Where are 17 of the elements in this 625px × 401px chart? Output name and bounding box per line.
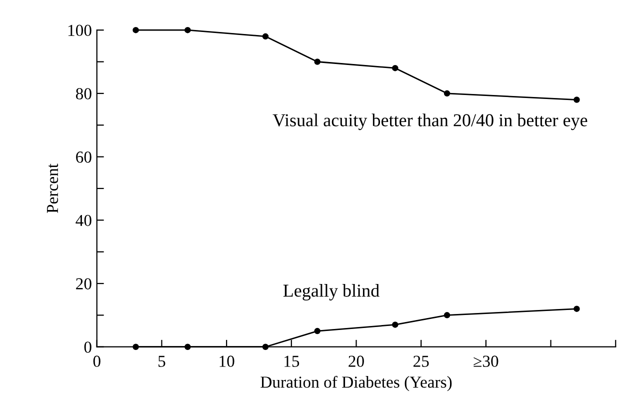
series-label: Legally blind — [283, 284, 380, 300]
x-tick-label: ≥30 — [474, 356, 498, 367]
x-tick-label: 25 — [413, 356, 429, 367]
y-axis-title: Percent — [46, 164, 58, 213]
x-tick-label: 10 — [220, 356, 234, 367]
y-tick-label: 0 — [84, 342, 92, 353]
x-tick-label: 0 — [93, 356, 100, 367]
y-tick-label: 20 — [76, 278, 92, 290]
x-tick-label: 15 — [284, 356, 300, 367]
x-tick-label: 5 — [158, 356, 166, 367]
x-tick-label: 20 — [348, 356, 364, 367]
y-tick-label: 60 — [76, 151, 92, 163]
x-axis-title: Duration of Diabetes (Years) — [260, 376, 452, 392]
y-tick-label: 80 — [76, 88, 92, 100]
series-label: Visual acuity better than 20/40 in better eye — [272, 114, 588, 130]
y-tick-label: 40 — [76, 214, 92, 226]
y-tick-label: 100 — [68, 24, 92, 36]
